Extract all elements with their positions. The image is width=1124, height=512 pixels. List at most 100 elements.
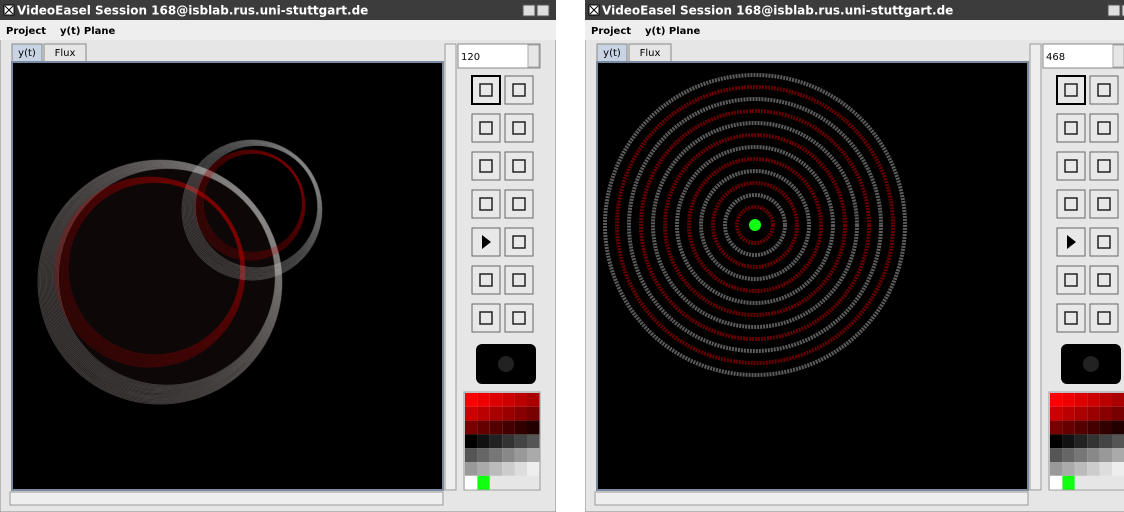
palette-swatch[interactable] — [1050, 420, 1063, 435]
palette-swatch[interactable] — [514, 434, 527, 449]
tool-button[interactable] — [1056, 75, 1086, 105]
tool-button[interactable] — [504, 227, 534, 257]
palette-swatch[interactable] — [1099, 406, 1112, 421]
tool-button[interactable] — [504, 75, 534, 105]
palette-swatch[interactable] — [465, 434, 478, 449]
tool-button[interactable] — [1089, 113, 1119, 143]
palette-swatch[interactable] — [527, 448, 540, 462]
palette-swatch[interactable] — [514, 448, 527, 462]
palette-swatch[interactable] — [1050, 434, 1063, 449]
palette-swatch[interactable] — [1062, 393, 1075, 407]
palette-swatch[interactable] — [527, 393, 540, 407]
tool-button[interactable] — [1056, 303, 1086, 333]
palette-swatch[interactable] — [1062, 475, 1075, 490]
horizontal-scrollbar[interactable] — [9, 491, 444, 506]
tool-button[interactable] — [504, 189, 534, 219]
palette-swatch[interactable] — [1087, 434, 1100, 449]
spinner[interactable] — [1042, 43, 1124, 69]
palette-swatch[interactable] — [527, 420, 540, 435]
tool-button[interactable] — [1089, 227, 1119, 257]
tool-button[interactable] — [1056, 265, 1086, 295]
palette-swatch[interactable] — [477, 462, 490, 476]
menu-item[interactable]: Project — [591, 26, 631, 37]
tool-button[interactable] — [1056, 113, 1086, 143]
spinner-value[interactable]: 120 — [461, 52, 480, 63]
palette-swatch[interactable] — [1099, 462, 1112, 476]
palette-swatch[interactable] — [465, 393, 478, 407]
tool-button[interactable] — [471, 265, 501, 295]
palette-swatch[interactable] — [1099, 434, 1112, 449]
palette-swatch[interactable] — [1062, 406, 1075, 421]
tool-button[interactable] — [504, 113, 534, 143]
palette-swatch[interactable] — [1087, 406, 1100, 421]
palette-swatch[interactable] — [514, 462, 527, 476]
palette-swatch[interactable] — [1074, 434, 1088, 449]
palette-swatch[interactable] — [514, 420, 527, 435]
menu-item[interactable]: y(t) Plane — [60, 26, 116, 37]
tab-label[interactable]: Flux — [640, 48, 661, 59]
palette-swatch[interactable] — [1050, 406, 1063, 421]
palette-swatch[interactable] — [527, 475, 540, 490]
vertical-scrollbar[interactable] — [444, 43, 457, 491]
palette-swatch[interactable] — [477, 420, 490, 435]
horizontal-scrollbar[interactable] — [594, 491, 1029, 506]
maximize-button[interactable] — [1121, 4, 1124, 17]
menu-item[interactable]: Project — [6, 26, 46, 37]
tool-button[interactable] — [471, 75, 501, 105]
palette-swatch[interactable] — [1112, 475, 1124, 490]
palette-swatch[interactable] — [1062, 434, 1075, 449]
tool-button[interactable] — [504, 151, 534, 181]
spinner-arrows[interactable] — [1112, 44, 1124, 68]
palette-swatch[interactable] — [502, 448, 515, 462]
palette-swatch[interactable] — [477, 406, 490, 421]
palette-swatch[interactable] — [527, 462, 540, 476]
palette-swatch[interactable] — [465, 448, 478, 462]
palette-swatch[interactable] — [465, 462, 478, 476]
palette-swatch[interactable] — [1050, 462, 1063, 476]
palette-swatch[interactable] — [1062, 420, 1075, 435]
palette-swatch[interactable] — [1074, 462, 1088, 476]
palette-swatch[interactable] — [1087, 393, 1100, 407]
palette-swatch[interactable] — [502, 434, 515, 449]
palette-swatch[interactable] — [502, 406, 515, 421]
palette-swatch[interactable] — [477, 448, 490, 462]
palette-swatch[interactable] — [1087, 475, 1100, 490]
palette-swatch[interactable] — [1074, 448, 1088, 462]
tab-label[interactable]: y(t) — [603, 48, 621, 59]
palette-swatch[interactable] — [1062, 462, 1075, 476]
palette-swatch[interactable] — [1112, 434, 1124, 449]
tool-button[interactable] — [1089, 265, 1119, 295]
palette-swatch[interactable] — [502, 475, 515, 490]
tool-button[interactable] — [1056, 189, 1086, 219]
palette-swatch[interactable] — [1050, 475, 1063, 490]
palette-swatch[interactable] — [527, 406, 540, 421]
palette-swatch[interactable] — [502, 393, 515, 407]
palette-swatch[interactable] — [1074, 393, 1088, 407]
palette-swatch[interactable] — [1099, 420, 1112, 435]
tool-button[interactable] — [471, 151, 501, 181]
palette-swatch[interactable] — [514, 475, 527, 490]
tab-label[interactable]: y(t) — [18, 48, 36, 59]
palette-swatch[interactable] — [489, 475, 503, 490]
maximize-button[interactable] — [536, 4, 550, 17]
palette-swatch[interactable] — [465, 475, 478, 490]
spinner-arrows[interactable] — [527, 44, 540, 68]
palette-swatch[interactable] — [502, 420, 515, 435]
palette-swatch[interactable] — [1099, 475, 1112, 490]
tab-label[interactable]: Flux — [55, 48, 76, 59]
spinner-value[interactable]: 468 — [1046, 52, 1065, 63]
tool-button[interactable] — [1089, 189, 1119, 219]
palette-swatch[interactable] — [1087, 462, 1100, 476]
palette-swatch[interactable] — [514, 393, 527, 407]
palette-swatch[interactable] — [465, 406, 478, 421]
palette-swatch[interactable] — [477, 434, 490, 449]
tool-button[interactable] — [1056, 151, 1086, 181]
palette-swatch[interactable] — [489, 462, 503, 476]
tool-button[interactable] — [1089, 75, 1119, 105]
palette-swatch[interactable] — [477, 475, 490, 490]
palette-swatch[interactable] — [489, 448, 503, 462]
tool-button[interactable] — [471, 189, 501, 219]
tool-button[interactable] — [1089, 303, 1119, 333]
palette-swatch[interactable] — [1112, 448, 1124, 462]
palette-swatch[interactable] — [465, 420, 478, 435]
